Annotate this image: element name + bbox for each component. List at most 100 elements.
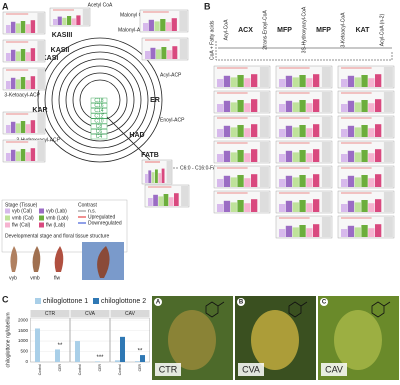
legend-title: Stage (Tissue) [5,202,38,208]
inset-strip [383,142,393,162]
inset-bar [347,175,355,187]
inset-bar [145,174,148,183]
inset-bar [244,153,251,162]
y-tick-label: 500 [20,349,28,354]
inset-bar [20,21,26,33]
inset-bar [341,154,348,162]
inset-bar [279,154,286,162]
inset-bar [143,23,149,31]
inset-strip [383,92,393,112]
inset-bar [15,79,21,89]
legend-label: vmb (Lab) [46,215,69,221]
inset-bar [67,16,72,25]
inset-strip [37,113,45,133]
inset-bar [368,203,375,212]
stage-label: vmb [30,275,40,281]
inset-bar [299,175,306,187]
metabolite: Malonyl-ACP [118,27,148,33]
stage-label: vyb [9,275,17,281]
chain-box [90,134,108,140]
inset-bar [251,99,258,112]
inset-bar [155,169,158,183]
inset-bar [299,150,306,162]
y-tick-label: 0 [25,359,28,364]
photo-label: A [156,300,161,306]
inset-bar [285,75,293,87]
bar [140,355,145,362]
legend-swatch [5,208,10,214]
metabolite: 2trans-Enoyl-CoA [262,10,268,50]
enzyme: KAR [32,107,47,114]
chain-box [90,123,108,129]
photo-caption: CTR [159,364,178,374]
y-tick-label: 1000 [18,338,29,343]
bar [135,361,140,362]
legend-label: flw (Lab) [46,222,66,228]
inset-bar [341,79,348,87]
inset-strip [321,167,331,187]
flower [334,310,382,370]
inset-bar [10,121,16,133]
inset-bar [354,102,361,112]
inset-bar [313,199,320,212]
inset-bar [223,100,231,112]
inset-bar [285,125,293,137]
inset-bar [217,129,224,137]
photo-caption: CAV [325,364,343,374]
product: C6:0 - C16:0-FA [180,165,217,171]
inset-bar [10,21,16,33]
inset-bar [25,152,31,161]
inset-bar [160,19,166,31]
inset-bar [217,204,224,212]
metabolite: Acyl-CoA [223,19,229,41]
inset-strip [321,92,331,112]
inset-strip [321,217,331,237]
metabolite: 3S-Hydroxyacyl-CoA [301,6,307,53]
inset-bar [341,129,348,137]
inset-bar [368,128,375,137]
inset-strip [37,141,45,161]
inset-bar [244,78,251,87]
label-badge [320,298,328,306]
inset-strip [259,192,269,212]
inset-bar [354,127,361,137]
inset-bar [354,177,361,187]
inset-bar [251,124,258,137]
inset-bar [76,15,81,25]
facet-label: CVA [85,311,96,317]
inset-bar [145,51,150,59]
enzyme: KASI [42,55,59,62]
inset-bar [6,53,11,61]
inset-bar [313,74,320,87]
inset-bar [306,178,313,187]
metabolite: 3-Ketoacyl-CoA [340,12,346,48]
x-tick-label: Control [38,364,42,376]
panel-label: B [204,1,211,11]
inset-bar [10,49,16,61]
inset-bar [148,19,154,31]
inset-strip [259,92,269,112]
facet-header [30,310,70,317]
enzyme: KASII [51,47,70,54]
inset-bar [347,200,355,212]
inset-bar [361,200,368,212]
inset-strip [259,67,269,87]
inset-bar [53,19,58,25]
inset-bar [285,200,293,212]
panel-label: A [2,1,9,11]
inset-bar [150,47,156,59]
inset-bar [306,228,313,237]
x-tick-label: Control [78,364,82,376]
inset-bar [161,47,167,59]
inset-bar [292,177,299,187]
y-axis-label: chiloglottone ng/labellum [5,312,11,367]
photo-label: C [322,300,327,306]
inset-bar [155,49,161,59]
legend-swatch [35,298,41,304]
pathway-start: CoA + Fatty acids [209,20,215,60]
inset-strip [37,69,45,89]
inset-strip [383,167,393,187]
inset-bar [361,175,368,187]
inset-strip [383,117,393,137]
chain-box [90,97,108,103]
